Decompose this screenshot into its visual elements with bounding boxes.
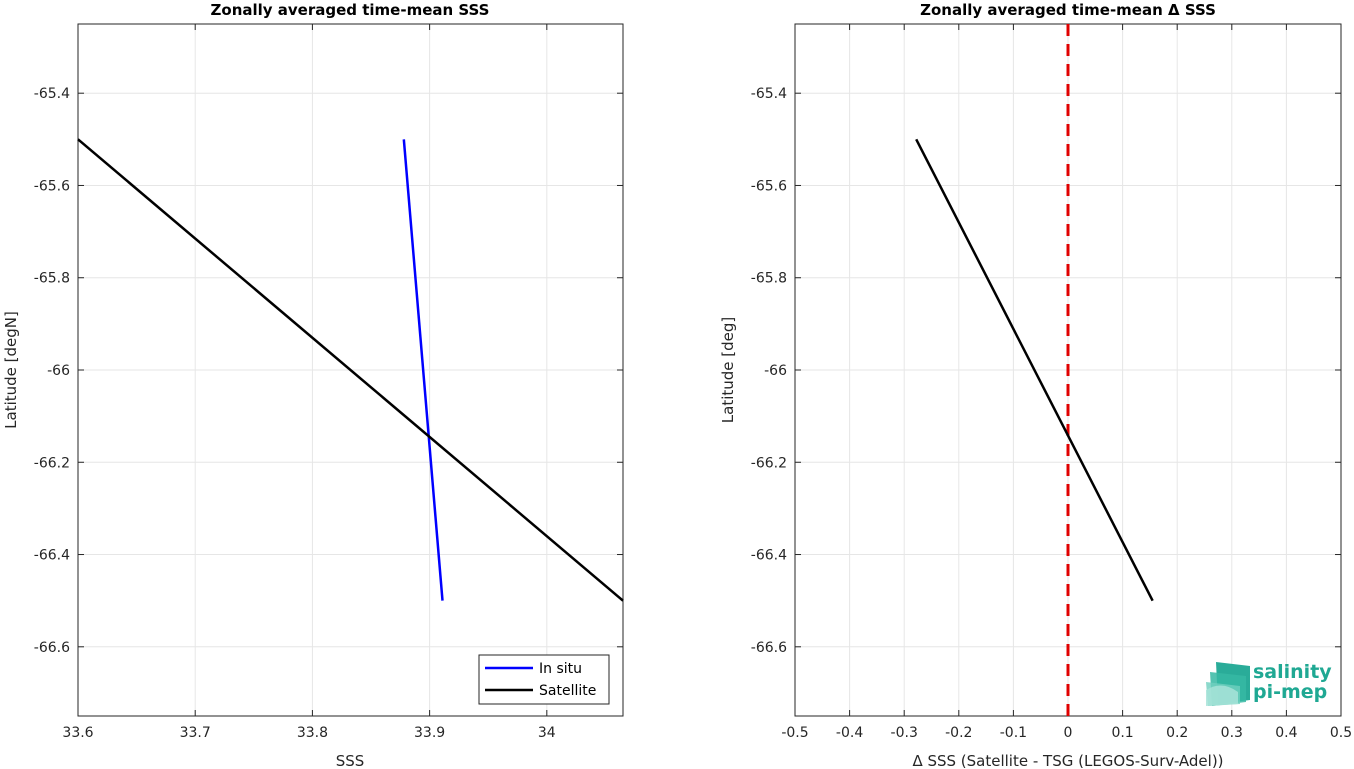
y-axis-label: Latitude [deg] [719,317,737,423]
x-tick-label: 0.4 [1275,725,1297,741]
legend-label-satellite: Satellite [539,683,596,699]
series-group [77,138,624,602]
y-tick-label: -65.8 [34,271,70,287]
y-tick-label: -65.6 [751,178,787,194]
x-axis-label: Δ SSS (Satellite - TSG (LEGOS-Surv-Adel)… [912,752,1223,769]
x-tick-label: 0.5 [1330,725,1352,741]
wave-logo-icon [1206,662,1250,706]
y-axis-label: Latitude [degN] [2,311,20,429]
chart-title: Zonally averaged time-mean SSS [211,1,490,19]
x-tick-label: -0.2 [945,725,972,741]
x-tick-label: 33.9 [414,725,445,741]
legend-box [478,654,610,705]
x-tick-label: -0.5 [781,725,808,741]
y-tick-label: -66.2 [751,455,787,471]
series-line-satellite [77,138,624,602]
y-tick-label: -66 [764,363,787,379]
ticks: -0.5 -0.4 -0.3 -0.2 -0.1 0 0.1 0.2 0.3 0.4 0.5 -65.… [751,24,1352,741]
series-group [915,138,1154,602]
y-tick-label: -66.2 [34,455,70,471]
logo-line-2: pi-mep [1253,681,1327,703]
x-tick-label: -0.3 [891,725,918,741]
x-tick-label: 0.1 [1111,725,1133,741]
grid [77,24,623,716]
y-tick-label: -66.4 [751,548,787,564]
ticks: 33.6 33.7 33.8 33.9 34 -65.4 -65.6 -65.8 -66 -66.… [34,24,623,741]
x-tick-label: -0.1 [1000,725,1027,741]
series-line-in-situ [402,139,444,601]
x-axis-label: SSS [336,752,365,769]
delta-sss-chart-panel: Zonally averaged time-mean Δ SSS -0.5 -0.… [719,1,1352,769]
logo-line-1: salinity [1253,661,1332,683]
legend: In situ Satellite [478,654,610,705]
sss-chart-panel: Zonally averaged time-mean SSS 33.6 33.7 3… [2,1,624,769]
x-tick-label: 0 [1064,725,1073,741]
x-tick-label: 34 [538,725,556,741]
y-tick-label: -65.4 [34,86,70,102]
salinity-pi-mep-logo: salinity pi-mep [1206,661,1332,706]
legend-label-in-situ: In situ [539,661,582,677]
x-tick-label: 33.8 [297,725,328,741]
y-tick-label: -66 [47,363,70,379]
chart-title: Zonally averaged time-mean Δ SSS [920,1,1216,19]
y-tick-label: -65.6 [34,178,70,194]
x-tick-label: -0.4 [836,725,863,741]
y-tick-label: -66.4 [34,548,70,564]
x-tick-label: 0.3 [1221,725,1243,741]
series-line-0 [915,138,1154,602]
y-tick-label: -65.8 [751,271,787,287]
y-tick-label: -65.4 [751,86,787,102]
x-tick-label: 0.2 [1166,725,1188,741]
x-tick-label: 33.7 [180,725,211,741]
y-tick-label: -66.6 [751,640,787,656]
x-tick-label: 33.6 [62,725,93,741]
y-tick-label: -66.6 [34,640,70,656]
